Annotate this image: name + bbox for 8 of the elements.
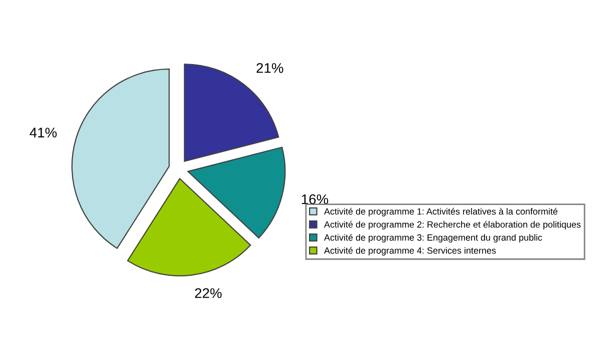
data-label: 21% xyxy=(256,63,284,73)
legend-label: Activité de programme 4: Services internes xyxy=(324,246,496,256)
legend-label: Activité de programme 3: Engagement du grand public xyxy=(324,234,542,242)
data-label: 41% xyxy=(30,128,57,138)
data-label: 22% xyxy=(195,288,222,298)
legend-label: Activité de programme 1: Activités relatives à la conformité xyxy=(324,208,558,216)
legend-label: Activité de programme 2: Recherche et élaboration de politiques xyxy=(324,220,581,230)
data-label: 16% xyxy=(302,194,328,204)
